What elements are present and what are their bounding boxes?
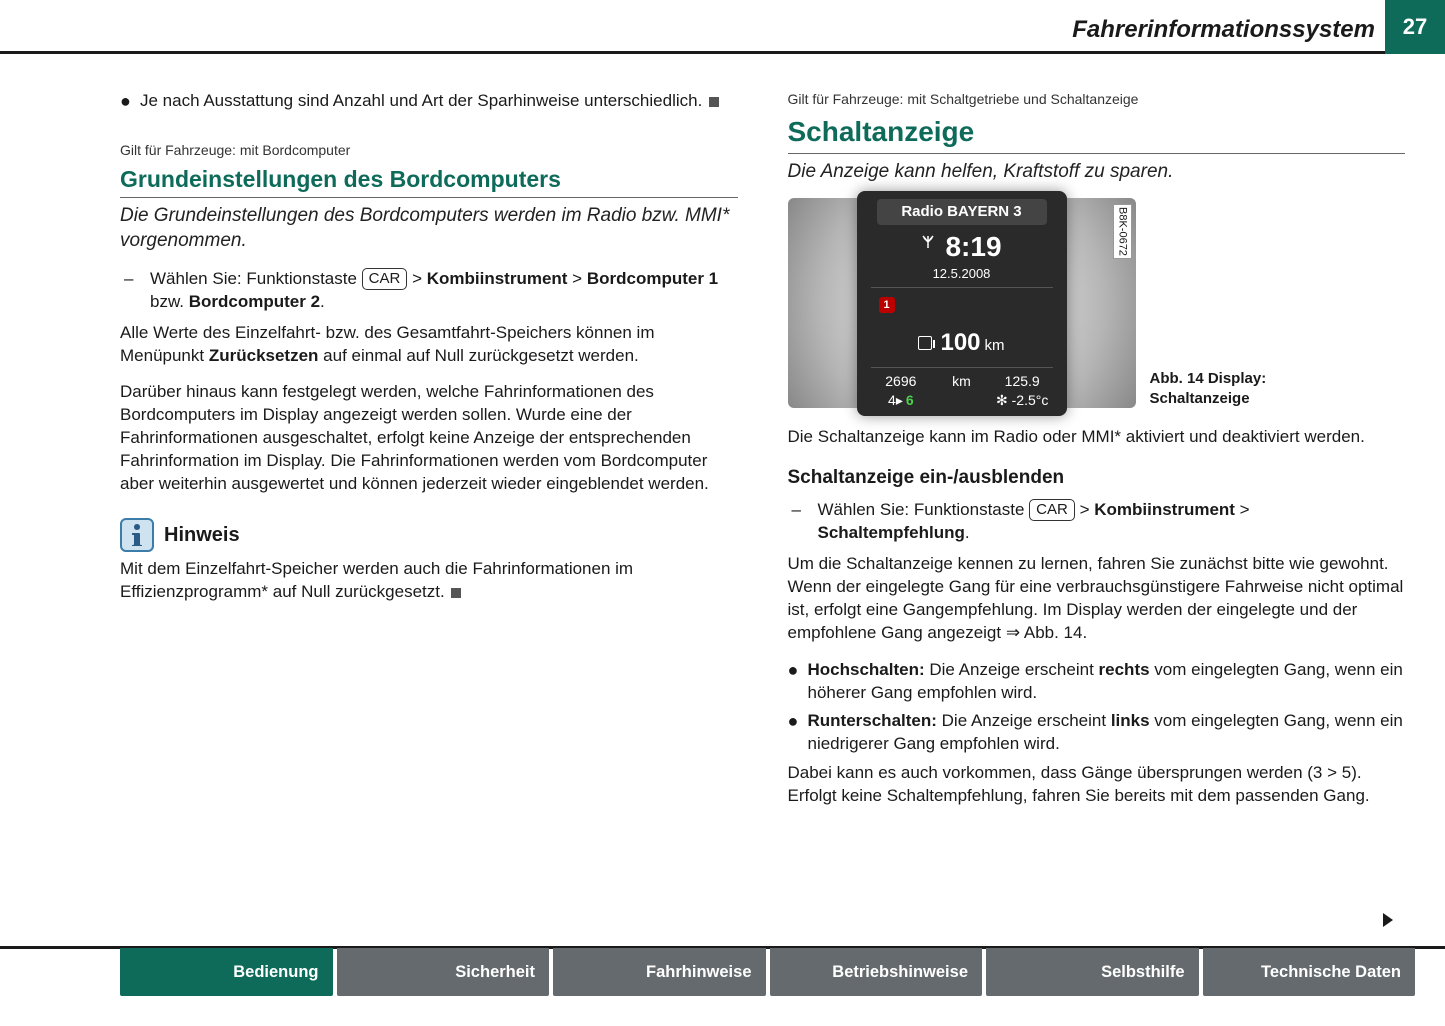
unit: km	[985, 337, 1005, 354]
intro-bullet-text: Je nach Ausstattung sind Anzahl und Art …	[140, 90, 738, 113]
text: auf einmal auf Null zurückgesetzt werden…	[318, 346, 638, 365]
bullet-text: Hochschalten: Die Anzeige erscheint rech…	[808, 659, 1406, 705]
dash-icon: –	[124, 268, 150, 314]
instruction-step: – Wählen Sie: Funktionstaste CAR > Kombi…	[792, 499, 1406, 545]
odometer: 2696	[871, 372, 932, 391]
applies-to-note: Gilt für Fahrzeuge: mit Bordcomputer	[120, 141, 738, 160]
section-heading-grundeinstellungen: Grundeinstellungen des Bordcomputers	[120, 164, 738, 198]
tab-betriebshinweise[interactable]: Betriebshinweise	[770, 948, 983, 996]
section-end-icon	[709, 97, 719, 107]
paragraph: Darüber hinaus kann festgelegt werden, w…	[120, 381, 738, 496]
display-date: 12.5.2008	[871, 263, 1053, 288]
page-number: 27	[1385, 0, 1445, 54]
text: Die Anzeige erscheint	[925, 660, 1099, 679]
text: bzw.	[150, 292, 189, 311]
hinweis-label: Hinweis	[164, 522, 240, 549]
kombi-label: Kombiinstrument	[1094, 500, 1235, 519]
bc1-label: Bordcomputer 1	[587, 269, 718, 288]
trip: 125.9	[992, 372, 1053, 391]
hinweis-text: Mit dem Einzelfahrt-Speicher werden auch…	[120, 558, 738, 604]
applies-to-note: Gilt für Fahrzeuge: mit Schaltgetriebe u…	[788, 90, 1406, 109]
subheading-einblenden: Schaltanzeige ein-/ausblenden	[788, 465, 1406, 491]
direction: rechts	[1099, 660, 1150, 679]
gear-recommended: 6	[906, 392, 914, 408]
instruction-step: – Wählen Sie: Funktionstaste CAR > Kombi…	[124, 268, 738, 314]
antenna-icon	[921, 234, 935, 257]
paragraph: Die Schaltanzeige kann im Radio oder MMI…	[788, 426, 1406, 449]
dashboard-display: Radio BAYERN 3 8:19 12.5.2008 1 100km 2	[857, 191, 1067, 416]
header-title: Fahrerinformationssystem	[1072, 16, 1375, 44]
bullet-runterschalten: ● Runterschalten: Die Anzeige erscheint …	[788, 710, 1406, 756]
gear-indicator-icon: 1	[879, 297, 895, 313]
gear-current: 4	[888, 392, 896, 408]
paragraph: Alle Werte des Einzelfahrt- bzw. des Ges…	[120, 322, 738, 368]
text: Mit dem Einzelfahrt-Speicher werden auch…	[120, 559, 633, 601]
step-text: Wählen Sie: Funktionstaste CAR > Kombiin…	[150, 268, 738, 314]
display-grid: 2696 km 125.9	[871, 367, 1053, 391]
bullet-icon: ●	[120, 90, 140, 113]
section-intro: Die Grundeinstellungen des Bordcomputers…	[120, 204, 738, 253]
figure-image: B8K-0672 Radio BAYERN 3 8:19 12.5.2008 1…	[788, 198, 1136, 408]
range-value: 100 km	[940, 327, 1004, 359]
tab-bedienung[interactable]: Bedienung	[120, 948, 333, 996]
hinweis-header: Hinweis	[120, 518, 738, 552]
schalt-label: Schaltempfehlung	[818, 523, 965, 542]
direction: links	[1111, 711, 1150, 730]
right-column: Gilt für Fahrzeuge: mit Schaltgetriebe u…	[788, 90, 1406, 936]
bc2-label: Bordcomputer 2	[189, 292, 320, 311]
text: Wählen Sie: Funktionstaste	[818, 500, 1030, 519]
bullet-text: Runterschalten: Die Anzeige erscheint li…	[808, 710, 1406, 756]
footer-tabs: Bedienung Sicherheit Fahrhinweise Betrie…	[120, 946, 1415, 996]
paragraph: Um die Schaltanzeige kennen zu lernen, f…	[788, 553, 1406, 645]
step-text: Wählen Sie: Funktionstaste CAR > Kombiin…	[818, 499, 1406, 545]
continue-arrow-icon	[1381, 911, 1397, 936]
bullet-icon: ●	[788, 659, 808, 705]
section-end-icon	[451, 588, 461, 598]
figure-caption: Abb. 14 Display: Schaltanzeige	[1150, 369, 1320, 408]
page-header: Fahrerinformationssystem 27	[0, 0, 1445, 54]
section-heading-schaltanzeige: Schaltanzeige	[788, 113, 1406, 154]
car-key-badge: CAR	[1029, 499, 1075, 521]
label: Hochschalten:	[808, 660, 925, 679]
intro-bullet: ● Je nach Ausstattung sind Anzahl und Ar…	[120, 90, 738, 113]
tab-fahrhinweise[interactable]: Fahrhinweise	[553, 948, 766, 996]
value: 100	[940, 329, 980, 356]
bullet-icon: ●	[788, 710, 808, 756]
text-bold: Zurücksetzen	[209, 346, 319, 365]
footer: Bedienung Sicherheit Fahrhinweise Betrie…	[0, 946, 1445, 996]
fuel-icon	[918, 336, 932, 350]
display-bottom: 4▸6 ✻ -2.5°c	[871, 391, 1053, 410]
temperature: ✻ -2.5°c	[992, 391, 1053, 410]
text: >	[567, 269, 586, 288]
info-icon	[120, 518, 154, 552]
text: Je nach Ausstattung sind Anzahl und Art …	[140, 91, 702, 110]
text: Die Anzeige erscheint	[937, 711, 1111, 730]
section-intro: Die Anzeige kann helfen, Kraftstoff zu s…	[788, 160, 1406, 185]
bullet-hochschalten: ● Hochschalten: Die Anzeige erscheint re…	[788, 659, 1406, 705]
car-key-badge: CAR	[362, 268, 408, 290]
gear-display: 4▸6	[871, 391, 932, 410]
radio-banner: Radio BAYERN 3	[877, 199, 1047, 225]
text: Wählen Sie: Funktionstaste	[150, 269, 362, 288]
content-columns: ● Je nach Ausstattung sind Anzahl und Ar…	[120, 90, 1405, 936]
display-time: 8:19	[945, 233, 1001, 261]
figure-code: B8K-0672	[1113, 204, 1132, 259]
tab-sicherheit[interactable]: Sicherheit	[337, 948, 550, 996]
figure-14: B8K-0672 Radio BAYERN 3 8:19 12.5.2008 1…	[788, 198, 1406, 408]
label: Runterschalten:	[808, 711, 937, 730]
dash-icon: –	[792, 499, 818, 545]
tab-selbsthilfe[interactable]: Selbsthilfe	[986, 948, 1199, 996]
km-label: km	[931, 372, 992, 391]
tab-technische-daten[interactable]: Technische Daten	[1203, 948, 1416, 996]
paragraph: Dabei kann es auch vorkommen, dass Gänge…	[788, 762, 1406, 808]
left-column: ● Je nach Ausstattung sind Anzahl und Ar…	[120, 90, 738, 936]
kombi-label: Kombiinstrument	[427, 269, 568, 288]
text: >	[407, 269, 426, 288]
